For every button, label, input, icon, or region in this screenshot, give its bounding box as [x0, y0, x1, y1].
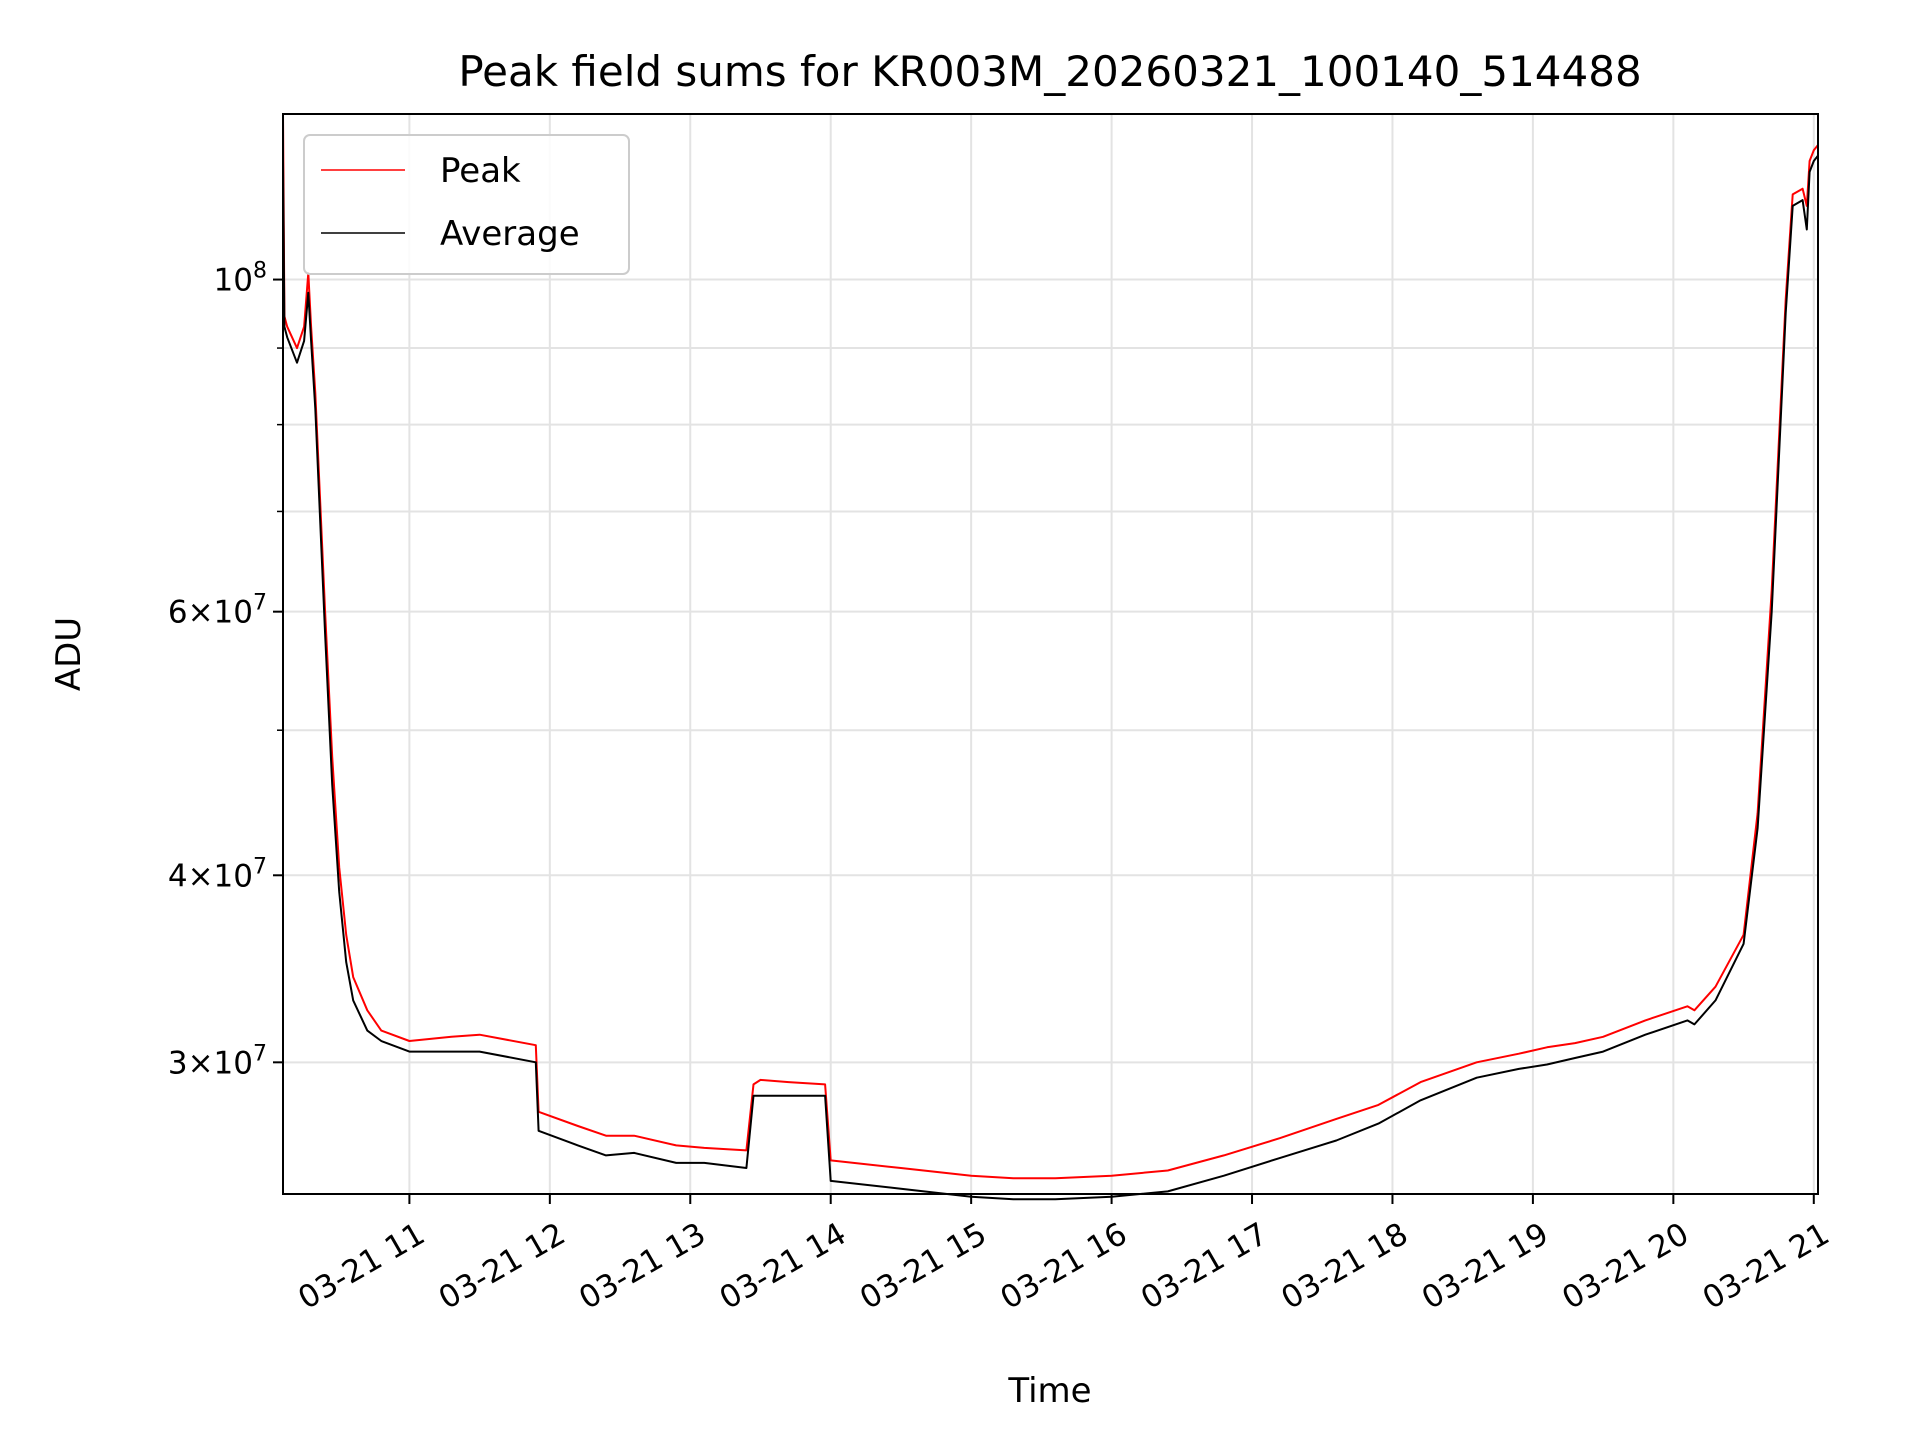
- legend-label-peak: Peak: [440, 151, 521, 191]
- y-tick-label: 4×107: [168, 854, 267, 894]
- x-axis-label: Time: [1007, 1371, 1091, 1411]
- series-line-average: [282, 154, 1819, 1201]
- plot-frame: [282, 113, 1819, 1195]
- series-layer: [282, 113, 1819, 1201]
- y-tick-label: 6×107: [168, 591, 267, 631]
- grid: [283, 114, 1818, 1194]
- legend-label-average: Average: [440, 214, 580, 254]
- series-line-peak: [282, 113, 1819, 1180]
- chart-title: Peak field sums for KR003M_20260321_1001…: [458, 47, 1641, 96]
- legend: Peak Average: [303, 134, 630, 275]
- y-tick-label: 3×107: [168, 1041, 267, 1081]
- y-axis-label: ADU: [49, 617, 89, 691]
